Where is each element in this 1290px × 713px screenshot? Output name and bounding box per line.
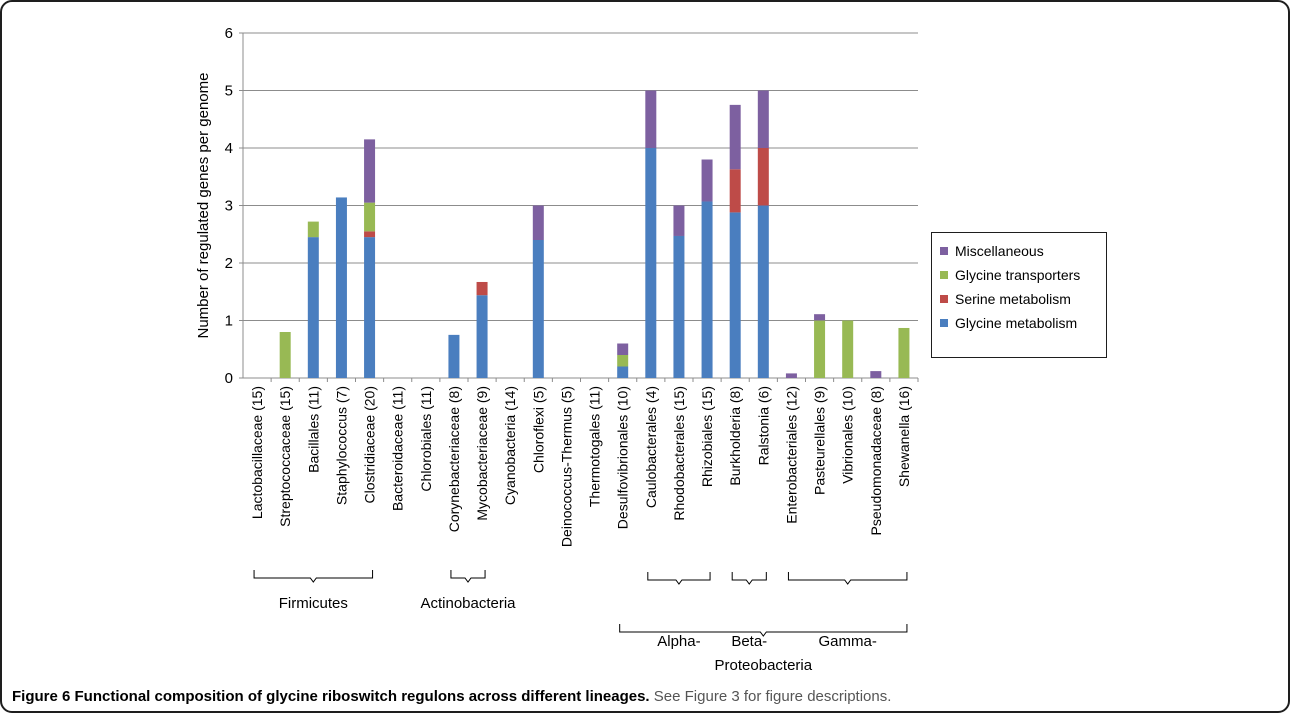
bar-segment bbox=[645, 90, 657, 148]
x-category-label: Rhizobiales (15) bbox=[699, 386, 715, 487]
group-label: Firmicutes bbox=[279, 595, 348, 612]
group-label: Beta- bbox=[731, 633, 767, 650]
legend-swatch bbox=[940, 295, 948, 303]
bar-segment bbox=[814, 320, 826, 378]
y-tick-label: 3 bbox=[225, 198, 233, 215]
bar-segment bbox=[757, 148, 769, 206]
x-category-label: Mycobacteriaceae (9) bbox=[474, 386, 490, 521]
y-tick-label: 4 bbox=[225, 140, 233, 157]
group-brace bbox=[647, 572, 711, 585]
bar-segment bbox=[757, 205, 769, 378]
bar-segment bbox=[842, 320, 854, 378]
bar-segment bbox=[335, 197, 347, 378]
y-tick-label: 6 bbox=[225, 25, 233, 42]
bar-segment bbox=[870, 371, 882, 378]
x-category-label: Thermotogales (11) bbox=[587, 386, 603, 507]
x-category-label: Caulobacterales (4) bbox=[643, 386, 659, 508]
bar-segment bbox=[785, 373, 797, 378]
x-category-label: Enterobacteriales (12) bbox=[783, 386, 799, 524]
x-category-label: Corynebacteriaceae (8) bbox=[446, 386, 462, 532]
group-brace bbox=[619, 624, 908, 637]
group-brace bbox=[450, 570, 486, 583]
bar-segment bbox=[532, 205, 544, 240]
y-tick-label: 5 bbox=[225, 83, 233, 100]
x-category-label: Bacteroidaceae (11) bbox=[390, 386, 406, 511]
bar-segment bbox=[729, 212, 741, 378]
bar-segment bbox=[701, 201, 713, 378]
bar-segment bbox=[364, 237, 376, 378]
legend-label: Serine metabolism bbox=[955, 291, 1071, 307]
bar-segment bbox=[617, 366, 629, 378]
bar-segment bbox=[814, 314, 826, 321]
bar-segment bbox=[364, 139, 376, 203]
group-label: Gamma- bbox=[819, 633, 877, 650]
x-category-label: Vibrionales (10) bbox=[840, 386, 856, 484]
legend-swatch bbox=[940, 271, 948, 279]
bar-segment bbox=[898, 327, 910, 378]
x-category-label: Ralstonia (6) bbox=[755, 386, 771, 465]
bar-segment bbox=[701, 159, 713, 202]
figure-caption: Figure 6 Functional composition of glyci… bbox=[12, 688, 891, 705]
chart-legend: Miscellaneous Glycine transporters Serine … bbox=[931, 232, 1107, 358]
bar-segment bbox=[448, 334, 460, 378]
y-axis-label: Number of regulated genes per genome bbox=[195, 72, 212, 338]
bar-segment bbox=[617, 343, 629, 355]
bar-segment bbox=[673, 205, 685, 236]
x-category-label: Cyanobacteria (14) bbox=[502, 386, 518, 505]
legend-item: Miscellaneous bbox=[940, 239, 1106, 263]
bar-segment bbox=[364, 202, 376, 232]
x-category-label: Deinococcus-Thermus (5) bbox=[558, 386, 574, 547]
bar-segment bbox=[476, 281, 488, 296]
bar-segment bbox=[532, 240, 544, 378]
x-category-label: Burkholderia (8) bbox=[727, 386, 743, 486]
x-category-label: Streptococcaceae (15) bbox=[277, 386, 293, 527]
legend-label: Miscellaneous bbox=[955, 243, 1044, 259]
x-category-label: Lactobacillaceae (15) bbox=[249, 386, 265, 519]
legend-label: Glycine metabolism bbox=[955, 315, 1078, 331]
legend-label: Glycine transporters bbox=[955, 267, 1081, 283]
bar-segment bbox=[279, 332, 291, 378]
x-category-label: Chloroflexi (5) bbox=[530, 386, 546, 473]
x-category-label: Pasteurellales (9) bbox=[812, 386, 828, 495]
caption-description: See Figure 3 for figure descriptions. bbox=[653, 688, 892, 705]
group-label: Actinobacteria bbox=[420, 595, 516, 612]
legend-swatch bbox=[940, 319, 948, 327]
bar-segment bbox=[729, 104, 741, 170]
legend-item: Glycine transporters bbox=[940, 263, 1106, 287]
bar-segment bbox=[617, 355, 629, 367]
caption-title: Figure 6 Functional composition of glyci… bbox=[12, 688, 650, 705]
x-category-label: Shewanella (16) bbox=[896, 386, 912, 487]
legend-item: Serine metabolism bbox=[940, 287, 1106, 311]
x-category-label: Staphylococcus (7) bbox=[333, 386, 349, 505]
x-category-label: Bacillales (11) bbox=[305, 386, 321, 473]
bar-segment bbox=[476, 295, 488, 378]
x-category-label: Chlorobiales (11) bbox=[418, 386, 434, 492]
x-category-label: Desulfovibrionales (10) bbox=[615, 386, 631, 529]
x-category-label: Rhodobacterales (15) bbox=[671, 386, 687, 521]
bar-segment bbox=[673, 235, 685, 378]
bar-segment bbox=[307, 237, 319, 378]
bar-segment bbox=[729, 169, 741, 213]
group-label: Proteobacteria bbox=[715, 657, 813, 674]
x-category-label: Clostridiaceae (20) bbox=[362, 386, 378, 504]
group-label: Alpha- bbox=[657, 633, 700, 650]
y-tick-label: 2 bbox=[225, 255, 233, 272]
bar-segment bbox=[757, 90, 769, 148]
group-brace bbox=[787, 572, 908, 585]
group-brace bbox=[253, 570, 374, 583]
group-brace bbox=[731, 572, 767, 585]
bar-segment bbox=[645, 148, 657, 378]
legend-swatch bbox=[940, 247, 948, 255]
legend-item: Glycine metabolism bbox=[940, 311, 1106, 335]
bar-segment bbox=[307, 221, 319, 238]
x-category-label: Pseudomonadaceae (8) bbox=[868, 386, 884, 535]
y-tick-label: 0 bbox=[225, 370, 233, 387]
y-tick-label: 1 bbox=[225, 313, 233, 330]
bar-segment bbox=[364, 231, 376, 238]
